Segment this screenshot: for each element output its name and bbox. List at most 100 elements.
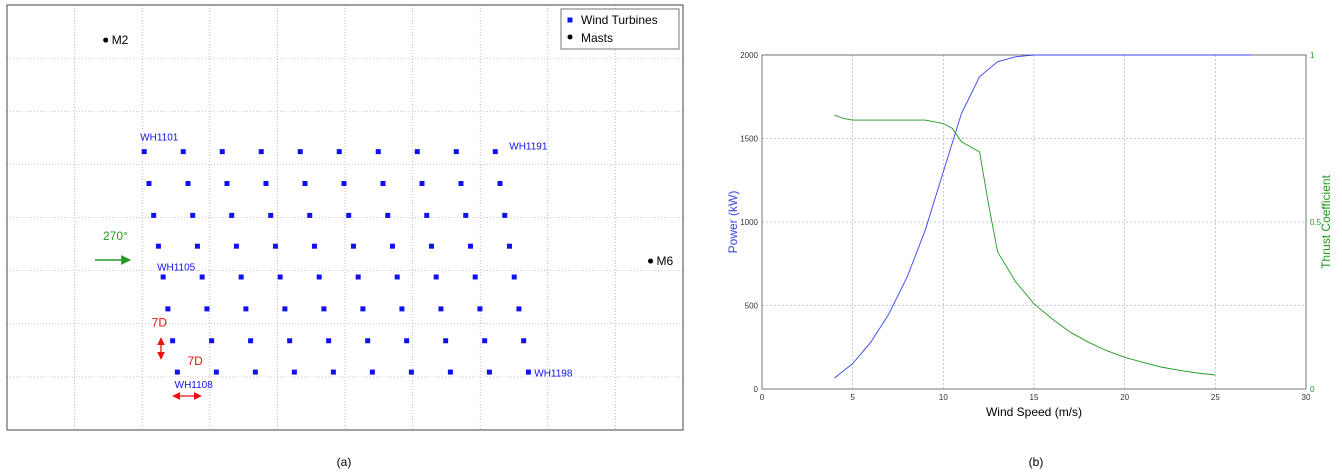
wind-turbine-marker xyxy=(272,243,278,249)
wind-turbine-marker xyxy=(311,243,317,249)
wind-turbine-marker xyxy=(447,369,453,375)
y-axis-label-left: Power (kW) xyxy=(726,191,740,254)
y-tick-label: 2000 xyxy=(740,51,758,60)
wind-turbine-marker xyxy=(190,212,196,218)
x-tick-label: 20 xyxy=(1120,393,1129,402)
wind-turbine-marker xyxy=(229,212,235,218)
wind-turbine-marker xyxy=(277,274,283,280)
wind-turbine-marker xyxy=(213,369,219,375)
wind-turbine-marker xyxy=(502,212,508,218)
wind-turbine-marker xyxy=(209,338,215,344)
y-tick-label: 500 xyxy=(745,302,759,311)
wind-turbine-marker xyxy=(516,306,522,312)
wind-turbine-marker xyxy=(155,243,161,249)
wind-turbine-marker xyxy=(385,212,391,218)
wind-turbine-marker xyxy=(321,306,327,312)
wind-turbine-marker xyxy=(414,149,420,155)
wind-turbine-marker xyxy=(486,369,492,375)
wind-turbine-marker xyxy=(224,181,230,186)
wind-turbine-marker xyxy=(326,338,332,344)
annotation-label: 7D xyxy=(152,315,168,329)
annotation-label: WH1108 xyxy=(175,380,214,391)
wind-turbine-marker xyxy=(511,274,517,280)
thrust-coefficient-line xyxy=(834,114,1216,376)
mast-marker xyxy=(103,37,109,43)
wind-turbine-marker xyxy=(307,212,313,218)
wind-turbine-marker xyxy=(165,306,171,312)
wind-turbine-marker xyxy=(458,181,464,186)
wind-turbine-marker xyxy=(497,181,503,186)
y-tick-label: 0 xyxy=(754,385,759,394)
legend: Wind Turbines Masts xyxy=(560,8,680,50)
layout-annotations: WH1101 WH1191 WH1105 WH1108 WH1198 270° 7D 7D xyxy=(103,132,573,391)
curve-lines xyxy=(834,54,1252,379)
wind-turbine-marker xyxy=(463,212,469,218)
wind-turbine-marker xyxy=(428,243,434,249)
panel-label-b: (b) xyxy=(1029,455,1044,469)
mast-label: M6 xyxy=(657,254,674,268)
wind-turbine-marker xyxy=(291,369,297,375)
wind-turbine-marker xyxy=(506,243,512,249)
wind-turbine-marker xyxy=(380,181,386,186)
wind-turbine-marker xyxy=(194,243,200,249)
wind-turbine-marker xyxy=(141,149,147,155)
y-tick-label-right: 1 xyxy=(1310,51,1315,60)
annotation-label: WH1101 xyxy=(140,132,179,143)
wind-turbine-marker xyxy=(233,243,239,249)
annotation-label: 7D xyxy=(187,354,203,368)
wind-turbine-marker xyxy=(297,149,303,155)
wind-turbine-marker xyxy=(170,338,176,344)
wind-turbine-marker xyxy=(268,212,274,218)
annotation-label: 270° xyxy=(103,229,128,243)
wind-turbine-marker xyxy=(438,306,444,312)
layout-grid xyxy=(7,5,683,430)
y-tick-label: 1000 xyxy=(740,218,758,227)
wind-turbine-marker xyxy=(482,338,488,344)
wind-turbine-marker xyxy=(204,306,210,312)
y-tick-label-right: 0 xyxy=(1310,385,1315,394)
x-tick-label: 15 xyxy=(1030,393,1039,402)
legend-marker-masts xyxy=(567,34,573,40)
curve-grid xyxy=(762,54,1306,389)
wind-turbine-marker xyxy=(355,274,361,280)
x-tick-label: 10 xyxy=(939,393,948,402)
wind-turbine-marker xyxy=(146,181,152,186)
wind-turbine-marker xyxy=(467,243,473,249)
wind-turbine-marker xyxy=(443,338,449,344)
wind-turbine-marker xyxy=(477,306,483,312)
wind-turbine-marker xyxy=(404,338,410,344)
wind-turbine-marker xyxy=(408,369,414,375)
wind-turbine-marker xyxy=(336,149,342,155)
annotation-label: WH1191 xyxy=(509,142,548,153)
wind-turbine-marker xyxy=(394,274,400,280)
x-tick-labels: 0 5 10 15 20 25 30 xyxy=(760,393,1311,402)
wind-turbine-marker xyxy=(350,243,356,249)
wind-turbine-marker xyxy=(492,149,498,155)
wind-turbine-marker xyxy=(180,149,186,155)
legend-label-wind-turbines: Wind Turbines xyxy=(581,13,658,27)
y-tick-labels-right: 00.51 xyxy=(1310,51,1322,394)
wind-turbine-marker xyxy=(287,338,293,344)
wind-turbine-marker xyxy=(263,181,269,186)
wind-turbine-marker xyxy=(389,243,395,249)
x-tick-label: 5 xyxy=(850,393,855,402)
wind-turbine-marker xyxy=(419,181,425,186)
wind-turbine-marker xyxy=(199,274,205,280)
y-tick-labels-left: 0 500 1000 1500 2000 xyxy=(740,51,758,394)
wind-turbine-marker xyxy=(453,149,459,155)
power-line xyxy=(834,54,1252,379)
wind-turbine-marker xyxy=(219,149,225,155)
wind-turbine-marker xyxy=(302,181,308,186)
legend-label-masts: Masts xyxy=(581,31,613,45)
wind-turbine-marker xyxy=(365,338,371,344)
wind-turbine-marker xyxy=(399,306,405,312)
wind-turbine-marker xyxy=(282,306,288,312)
layout-plot-frame xyxy=(6,4,684,431)
wind-turbine-marker xyxy=(160,274,166,280)
y-axis-label-right: Thrust Coefficient xyxy=(1319,174,1333,268)
wind-turbine-marker xyxy=(346,212,352,218)
panel-label-a: (a) xyxy=(337,455,352,469)
wind-farm-layout-plot: M2 M6 WH1101 WH1191 WH1105 WH1108 WH1198 270° 7… xyxy=(6,4,684,469)
